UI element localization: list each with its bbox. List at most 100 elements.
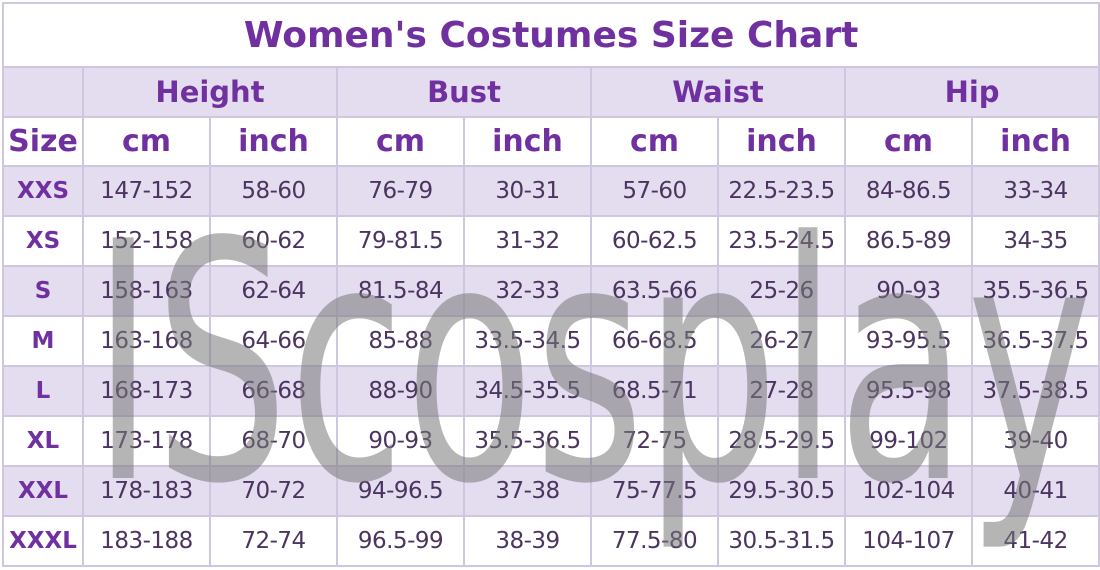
value-cell: 26-27 <box>717 315 846 367</box>
value-cell: 40-41 <box>970 465 1100 517</box>
value-cell: 147-152 <box>82 165 211 217</box>
unit-header: inch <box>970 116 1100 167</box>
size-row: M 163-168 64-66 85-88 33.5-34.5 66-68.5 26-27 9… <box>2 315 1100 367</box>
size-cell: XXL <box>2 465 84 517</box>
value-cell: 31-32 <box>463 215 592 267</box>
value-cell: 77.5-80 <box>590 515 719 567</box>
value-cell: 64-66 <box>209 315 338 367</box>
value-cell: 33.5-34.5 <box>463 315 592 367</box>
value-cell: 32-33 <box>463 265 592 317</box>
unit-header: cm <box>844 116 973 167</box>
unit-header: cm <box>590 116 719 167</box>
unit-header: inch <box>717 116 846 167</box>
unit-header: inch <box>209 116 338 167</box>
value-cell: 38-39 <box>463 515 592 567</box>
size-row: S 158-163 62-64 81.5-84 32-33 63.5-66 25-26 90-… <box>2 265 1100 317</box>
value-cell: 86.5-89 <box>844 215 973 267</box>
value-cell: 22.5-23.5 <box>717 165 846 217</box>
value-cell: 39-40 <box>970 415 1100 467</box>
value-cell: 58-60 <box>209 165 338 217</box>
value-cell: 62-64 <box>209 265 338 317</box>
size-cell: XL <box>2 415 84 467</box>
unit-row: Size cm inch cm inch cm inch cm inch <box>2 116 1100 167</box>
value-cell: 37-38 <box>463 465 592 517</box>
value-cell: 28.5-29.5 <box>717 415 846 467</box>
value-cell: 168-173 <box>82 365 211 417</box>
value-cell: 60-62.5 <box>590 215 719 267</box>
size-cell: XXS <box>2 165 84 217</box>
value-cell: 88-90 <box>336 365 465 417</box>
value-cell: 63.5-66 <box>590 265 719 317</box>
group-header: Height <box>82 66 338 118</box>
size-row: L 168-173 66-68 88-90 34.5-35.5 68.5-71 27-28 9… <box>2 365 1100 417</box>
value-cell: 90-93 <box>844 265 973 317</box>
value-cell: 94-96.5 <box>336 465 465 517</box>
value-cell: 93-95.5 <box>844 315 973 367</box>
size-row: XS 152-158 60-62 79-81.5 31-32 60-62.5 23.5-24… <box>2 215 1100 267</box>
value-cell: 99-102 <box>844 415 973 467</box>
value-cell: 72-75 <box>590 415 719 467</box>
value-cell: 96.5-99 <box>336 515 465 567</box>
size-header: Size <box>2 116 84 167</box>
value-cell: 66-68 <box>209 365 338 417</box>
value-cell: 30.5-31.5 <box>717 515 846 567</box>
value-cell: 23.5-24.5 <box>717 215 846 267</box>
value-cell: 29.5-30.5 <box>717 465 846 517</box>
value-cell: 84-86.5 <box>844 165 973 217</box>
value-cell: 75-77.5 <box>590 465 719 517</box>
value-cell: 178-183 <box>82 465 211 517</box>
value-cell: 158-163 <box>82 265 211 317</box>
value-cell: 76-79 <box>336 165 465 217</box>
value-cell: 90-93 <box>336 415 465 467</box>
value-cell: 68.5-71 <box>590 365 719 417</box>
unit-header: cm <box>336 116 465 167</box>
value-cell: 57-60 <box>590 165 719 217</box>
size-cell: XXXL <box>2 515 84 567</box>
size-cell: S <box>2 265 84 317</box>
group-header: Hip <box>843 66 1100 118</box>
value-cell: 60-62 <box>209 215 338 267</box>
group-row: Height Bust Waist Hip <box>2 66 1100 118</box>
value-cell: 173-178 <box>82 415 211 467</box>
value-cell: 33-34 <box>970 165 1100 217</box>
value-cell: 81.5-84 <box>336 265 465 317</box>
size-row: XXS 147-152 58-60 76-79 30-31 57-60 22.5-23.5 8… <box>2 165 1100 217</box>
value-cell: 27-28 <box>717 365 846 417</box>
size-cell: L <box>2 365 84 417</box>
value-cell: 72-74 <box>209 515 338 567</box>
value-cell: 35.5-36.5 <box>970 265 1100 317</box>
size-row: XL 173-178 68-70 90-93 35.5-36.5 72-75 28.5-29… <box>2 415 1100 467</box>
value-cell: 183-188 <box>82 515 211 567</box>
value-cell: 66-68.5 <box>590 315 719 367</box>
unit-header: cm <box>82 116 211 167</box>
title-row: Women's Costumes Size Chart <box>1 2 1100 68</box>
size-cell: XS <box>2 215 84 267</box>
unit-header: inch <box>463 116 592 167</box>
value-cell: 41-42 <box>970 515 1100 567</box>
value-cell: 79-81.5 <box>336 215 465 267</box>
value-cell: 37.5-38.5 <box>970 365 1100 417</box>
value-cell: 104-107 <box>844 515 973 567</box>
size-row: XXL 178-183 70-72 94-96.5 37-38 75-77.5 29.5-3… <box>2 465 1100 517</box>
value-cell: 85-88 <box>336 315 465 367</box>
value-cell: 70-72 <box>209 465 338 517</box>
value-cell: 30-31 <box>463 165 592 217</box>
value-cell: 102-104 <box>844 465 973 517</box>
value-cell: 25-26 <box>717 265 846 317</box>
value-cell: 34.5-35.5 <box>463 365 592 417</box>
value-cell: 36.5-37.5 <box>970 315 1100 367</box>
value-cell: 34-35 <box>970 215 1100 267</box>
value-cell: 152-158 <box>82 215 211 267</box>
group-header: Waist <box>590 66 846 118</box>
corner-cell <box>2 66 84 118</box>
value-cell: 163-168 <box>82 315 211 367</box>
table-title: Women's Costumes Size Chart <box>1 2 1100 68</box>
value-cell: 35.5-36.5 <box>463 415 592 467</box>
value-cell: 68-70 <box>209 415 338 467</box>
value-cell: 95.5-98 <box>844 365 973 417</box>
size-row: XXXL 183-188 72-74 96.5-99 38-39 77.5-80 30.5-… <box>2 515 1100 567</box>
group-header: Bust <box>336 66 592 118</box>
